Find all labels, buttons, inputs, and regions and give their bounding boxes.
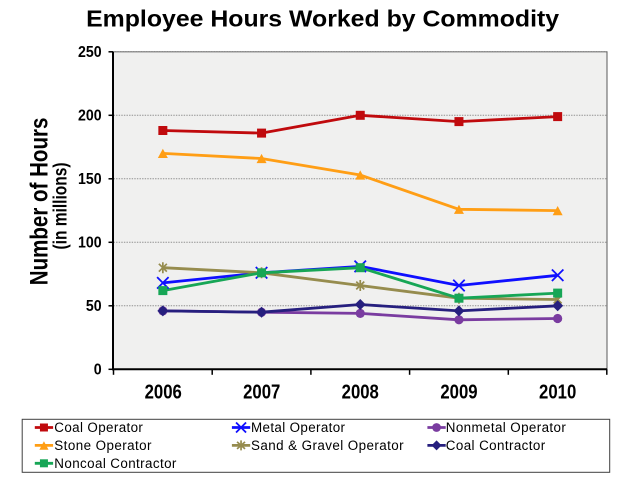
svg-text:Sand & Gravel Operator: Sand & Gravel Operator bbox=[251, 438, 404, 453]
svg-text:Nonmetal Operator: Nonmetal Operator bbox=[446, 420, 567, 435]
svg-text:0: 0 bbox=[94, 362, 102, 379]
svg-text:100: 100 bbox=[78, 235, 102, 252]
svg-text:Number of Hours: Number of Hours bbox=[26, 118, 54, 286]
svg-text:150: 150 bbox=[78, 171, 102, 188]
svg-text:Coal Operator: Coal Operator bbox=[54, 420, 143, 435]
svg-text:2010: 2010 bbox=[539, 381, 576, 403]
svg-text:Coal Contractor: Coal Contractor bbox=[446, 438, 546, 453]
svg-text:200: 200 bbox=[78, 108, 102, 125]
svg-text:(in millions): (in millions) bbox=[51, 163, 72, 250]
svg-text:2007: 2007 bbox=[243, 381, 280, 403]
svg-text:Metal Operator: Metal Operator bbox=[251, 420, 346, 435]
svg-text:2009: 2009 bbox=[440, 381, 477, 403]
svg-text:50: 50 bbox=[86, 298, 102, 315]
svg-text:Noncoal Contractor: Noncoal Contractor bbox=[54, 456, 177, 471]
svg-text:250: 250 bbox=[78, 44, 102, 61]
svg-text:2006: 2006 bbox=[145, 381, 182, 403]
svg-text:Stone Operator: Stone Operator bbox=[54, 438, 152, 453]
svg-text:Employee Hours Worked by Commo: Employee Hours Worked by Commodity bbox=[86, 5, 559, 31]
svg-text:2008: 2008 bbox=[342, 381, 379, 403]
